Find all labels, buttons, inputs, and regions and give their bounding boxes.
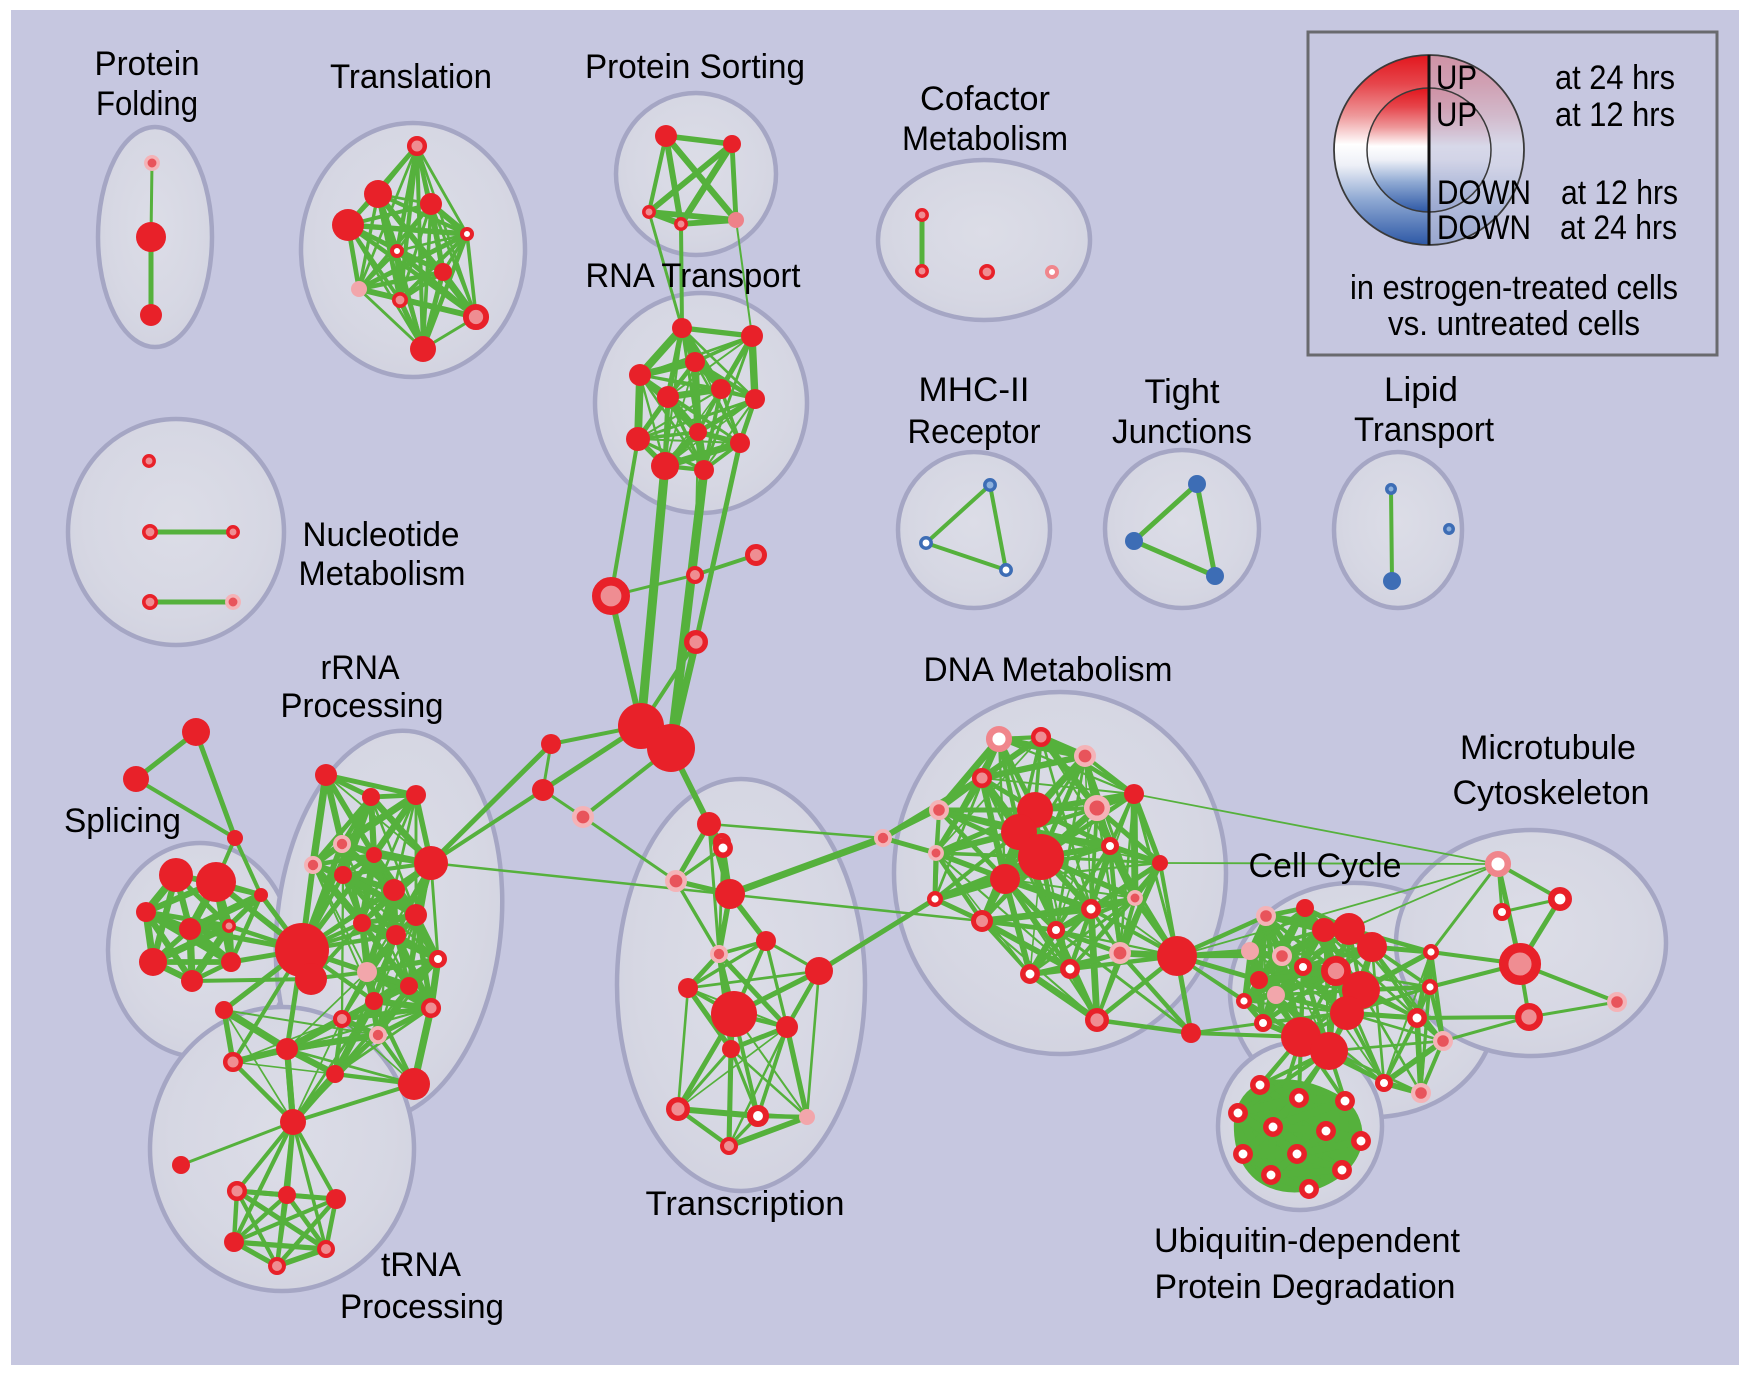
svg-text:vs. untreated cells: vs. untreated cells [1388, 305, 1640, 343]
svg-text:MHC-II: MHC-II [919, 371, 1030, 409]
svg-text:Protein Sorting: Protein Sorting [585, 48, 805, 86]
svg-text:Splicing: Splicing [64, 802, 181, 840]
svg-text:Transcription: Transcription [646, 1185, 845, 1223]
svg-text:Processing: Processing [281, 687, 444, 725]
svg-text:DOWN: DOWN [1437, 174, 1531, 212]
svg-text:tRNA: tRNA [381, 1246, 461, 1284]
svg-text:Transport: Transport [1354, 411, 1495, 449]
svg-text:at 24 hrs: at 24 hrs [1560, 209, 1677, 247]
svg-text:Folding: Folding [96, 85, 198, 123]
svg-text:DOWN: DOWN [1437, 209, 1531, 247]
svg-text:UP: UP [1436, 96, 1477, 134]
svg-text:at 12 hrs: at 12 hrs [1555, 96, 1675, 134]
svg-text:Microtubule: Microtubule [1460, 729, 1636, 767]
svg-text:Metabolism: Metabolism [902, 120, 1068, 158]
svg-text:DNA Metabolism: DNA Metabolism [924, 651, 1173, 689]
svg-text:at 12 hrs: at 12 hrs [1561, 174, 1678, 212]
svg-text:Nucleotide: Nucleotide [303, 516, 460, 554]
svg-text:Junctions: Junctions [1112, 413, 1252, 451]
svg-text:Cofactor: Cofactor [920, 80, 1050, 118]
svg-text:Protein: Protein [95, 45, 200, 83]
svg-text:Cell Cycle: Cell Cycle [1249, 847, 1402, 885]
svg-text:Translation: Translation [330, 58, 492, 96]
svg-text:Cytoskeleton: Cytoskeleton [1453, 774, 1650, 812]
svg-text:at 24 hrs: at 24 hrs [1555, 59, 1675, 97]
svg-text:Processing: Processing [340, 1288, 504, 1326]
svg-text:Protein Degradation: Protein Degradation [1155, 1268, 1456, 1306]
svg-text:RNA Transport: RNA Transport [586, 257, 802, 295]
svg-text:Tight: Tight [1145, 373, 1221, 411]
svg-text:in estrogen-treated cells: in estrogen-treated cells [1350, 269, 1678, 307]
svg-text:UP: UP [1436, 59, 1477, 97]
svg-text:Ubiquitin-dependent: Ubiquitin-dependent [1154, 1222, 1461, 1260]
svg-text:Lipid: Lipid [1384, 371, 1458, 409]
svg-text:rRNA: rRNA [321, 649, 400, 687]
svg-text:Metabolism: Metabolism [299, 555, 466, 593]
svg-text:Receptor: Receptor [908, 413, 1041, 451]
